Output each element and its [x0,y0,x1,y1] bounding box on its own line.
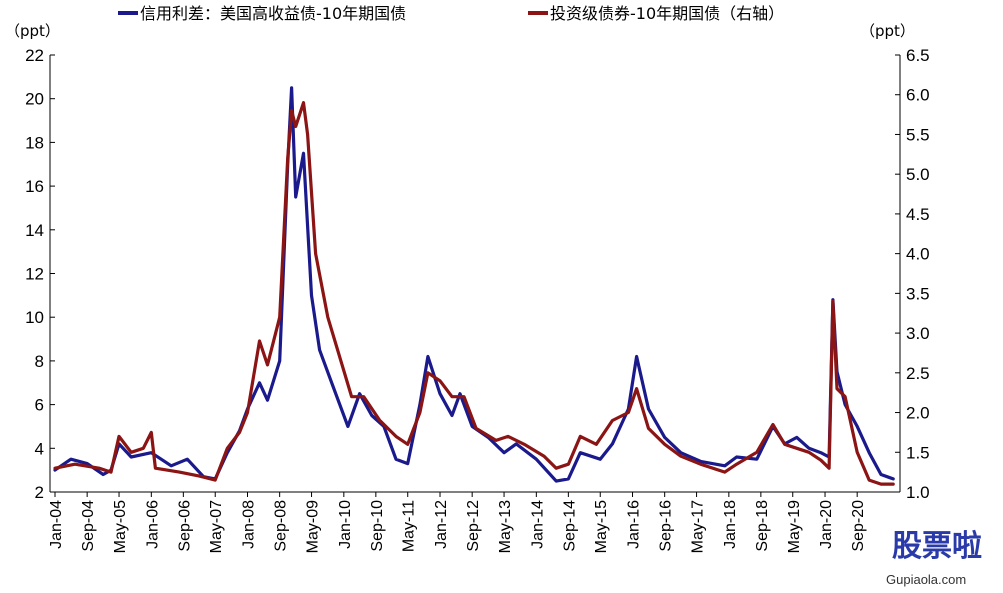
right-axis-unit: （ppt） [860,22,915,40]
x-tick-label: May-15 [593,500,610,553]
x-tick-label: Sep-16 [658,500,675,552]
right-tick-label: 3.0 [906,324,930,343]
x-tick-label: Jan-08 [241,500,258,549]
x-tick-label: Sep-08 [273,500,290,552]
left-tick-label: 4 [35,439,44,458]
x-tick-label: Sep-14 [561,500,578,552]
right-tick-label: 5.5 [906,125,930,144]
right-tick-label: 6.5 [906,46,930,65]
left-tick-label: 20 [25,90,44,109]
x-tick-label: Sep-12 [465,500,482,552]
x-tick-label: May-13 [497,500,514,553]
left-tick-label: 6 [35,396,44,415]
x-tick-label: Jan-12 [433,500,450,549]
left-tick-label: 16 [25,177,44,196]
left-tick-label: 2 [35,483,44,502]
x-axis-ticks: Jan-04 Sep-04 May-05 Jan-06 Sep-06 May-07 Jan-… [48,492,867,553]
left-tick-label: 8 [35,352,44,371]
x-tick-label: Sep-18 [754,500,771,552]
x-tick-label: Jan-18 [722,500,739,549]
right-tick-label: 5.0 [906,165,930,184]
right-tick-label: 4.5 [906,205,930,224]
left-tick-label: 22 [25,46,44,65]
legend: 信用利差：美国高收益债-10年期国债 投资级债券-10年期国债（右轴） [118,4,784,23]
x-tick-label: May-09 [305,500,322,553]
left-tick-label: 14 [25,221,44,240]
legend-label-investment-grade: 投资级债券-10年期国债（右轴） [550,4,784,23]
left-tick-label: 18 [25,133,44,152]
x-tick-label: Jan-16 [626,500,643,549]
x-tick-label: May-17 [690,500,707,553]
x-tick-label: Sep-20 [850,500,867,552]
x-tick-label: May-05 [112,500,129,553]
x-tick-label: Sep-04 [80,500,97,552]
left-tick-label: 10 [25,308,44,327]
right-tick-label: 2.5 [906,364,930,383]
right-axis-ticks: 1.0 1.5 2.0 2.5 3.0 3.5 4.0 4.5 5.0 5.5 6.0 6.5 [895,46,930,502]
right-tick-label: 4.0 [906,245,930,264]
x-tick-label: Jan-14 [529,500,546,549]
watermark-text: 股票啦 [892,529,982,564]
watermark-url: Gupiaola.com [886,572,966,587]
x-tick-label: Jan-04 [48,500,65,549]
x-tick-label: May-11 [401,500,418,552]
watermark-logo: 股票啦 Gupiaola.com [886,529,982,587]
right-tick-label: 6.0 [906,86,930,105]
x-tick-label: Jan-10 [337,500,354,549]
x-tick-label: May-07 [208,500,225,553]
x-tick-label: Sep-06 [176,500,193,552]
right-tick-label: 1.5 [906,443,930,462]
series-line-investment-grade [53,101,895,486]
right-tick-label: 1.0 [906,483,930,502]
right-tick-label: 3.5 [906,284,930,303]
left-axis-unit: （ppt） [5,22,60,40]
series-layer [53,86,895,486]
x-tick-label: Jan-06 [144,500,161,549]
left-tick-label: 12 [25,265,44,284]
left-axis-ticks: 2 4 6 8 10 12 14 16 18 20 22 [25,46,55,502]
x-tick-label: Jan-20 [818,500,835,549]
legend-label-high-yield: 信用利差：美国高收益债-10年期国债 [140,4,406,23]
x-tick-label: Sep-10 [369,500,386,552]
x-tick-label: May-19 [786,500,803,553]
right-tick-label: 2.0 [906,404,930,423]
